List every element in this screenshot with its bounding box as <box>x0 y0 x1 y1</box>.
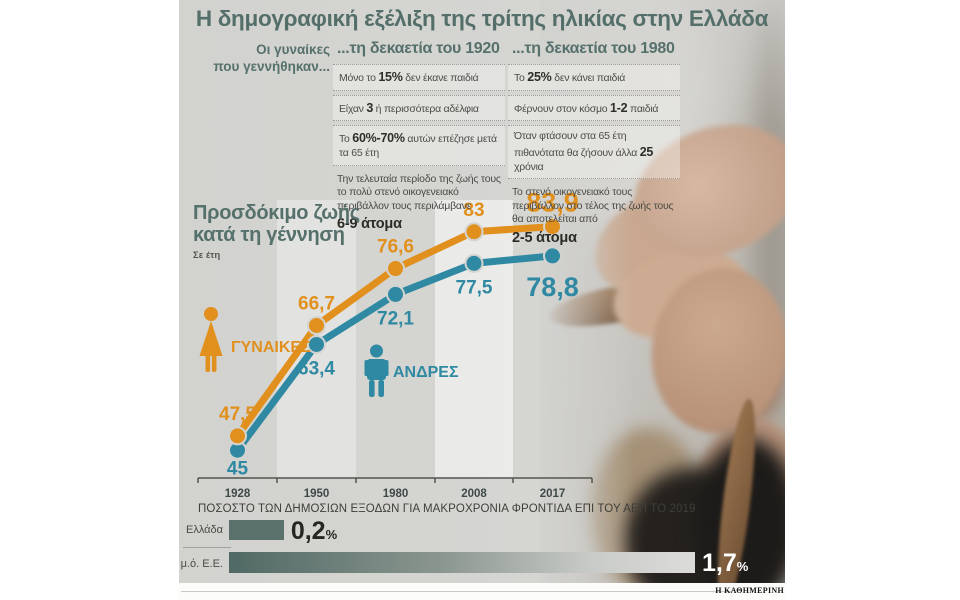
sleeve <box>590 428 705 583</box>
cane-handle-knob <box>658 262 743 317</box>
point-label: 63,4 <box>298 358 335 379</box>
x-axis <box>197 477 593 483</box>
data-point <box>307 315 326 335</box>
hand-shadow <box>688 318 783 433</box>
cane-handle <box>545 272 691 336</box>
point-label: 47,5 <box>219 404 256 425</box>
svg-text:2008: 2008 <box>461 488 487 500</box>
data-point <box>464 253 484 273</box>
data-point <box>228 440 247 460</box>
data-point <box>307 334 326 354</box>
point-label: 45 <box>227 458 249 479</box>
data-point <box>386 259 405 279</box>
newspaper-logo: Η ΚΑΘΗΜΕΡΙΝΗ <box>715 586 784 595</box>
intro-label: Οι γυναίκες που γεννήθηκαν... <box>187 42 330 76</box>
fact-childless-1920: Μόνο το 15% δεν έκανε παιδιά <box>333 64 505 91</box>
intro-line-1: Οι γυναίκες <box>256 42 330 57</box>
data-point <box>228 426 247 446</box>
footer-divider <box>181 591 733 592</box>
highlight-band <box>435 200 513 478</box>
fact-years-after-65-1980: Όταν φτάσουν στα 65 έτη πιθανότατα θα ζή… <box>508 125 680 180</box>
legend-men: ΑΝΔΡΕΣ <box>393 364 459 381</box>
family-circle-note-1980: Το στενό οικογενειακό τους περιβάλλον στ… <box>512 186 674 247</box>
fact-children-1980: Φέρνουν στον κόσμο 1-2 παιδιά <box>508 94 680 122</box>
decade-1920-heading: ...τη δεκαετία του 1920 <box>337 40 500 57</box>
decade-1980-heading: ...τη δεκαετία του 1980 <box>512 40 675 57</box>
line-chart-title: Προσδόκιμο ζωής κατά τη γέννηση Σε έτη <box>193 202 360 261</box>
page-title: Η δημογραφική εξέλιξη της τρίτης ηλικίας… <box>195 6 769 31</box>
svg-text:1928: 1928 <box>225 488 251 500</box>
bar-label-greece: Ελλάδα <box>185 524 223 536</box>
lower-hand <box>641 259 785 442</box>
x-axis-labels: 1928 1950 1980 2008 2017 <box>225 488 566 500</box>
cane-shaft <box>710 397 763 583</box>
family-circle-note-1920: Την τελευταία περίοδο της ζωής τους το π… <box>337 172 501 233</box>
bar-greece <box>229 520 284 540</box>
hand-fingers <box>603 235 756 353</box>
svg-text:1950: 1950 <box>304 488 330 500</box>
photo-edge-shadow <box>752 0 785 420</box>
data-point <box>386 284 405 304</box>
dark-clothing <box>695 438 785 583</box>
man-icon <box>364 344 389 397</box>
fact-childless-1980: Το 25% δεν κάνει παιδιά <box>508 64 680 91</box>
intro-line-2: που γεννήθηκαν... <box>213 58 330 74</box>
svg-text:1980: 1980 <box>383 488 409 500</box>
footer: Η ΚΑΘΗΜΕΡΙΝΗ <box>179 583 785 600</box>
point-label: 66,7 <box>298 293 335 314</box>
infographic-panel: Η δημογραφική εξέλιξη της τρίτης ηλικίας… <box>179 0 785 600</box>
point-label: 76,6 <box>377 237 414 258</box>
legend-women: ΓΥΝΑΙΚΕΣ <box>231 339 311 356</box>
fact-survival-1920: Το 60%-70% αυτών επέζησε μετά τα 65 έτη <box>333 125 505 166</box>
point-label: 72,1 <box>377 308 414 329</box>
bar-label-eu: μ.ό. Ε.Ε. <box>180 558 223 570</box>
bar-value-greece: 0,2% <box>290 517 338 545</box>
dark-clothing <box>625 468 760 583</box>
wrist <box>671 407 785 583</box>
line-chart-unit: Σε έτη <box>193 250 221 261</box>
fact-siblings-1920: Είχαν 3 ή περισσότερα αδέλφια <box>333 94 505 122</box>
decade-1980-column: ...τη δεκαετία του 1980 Το 25% δεν κάνει… <box>508 40 680 248</box>
series-line-men <box>234 252 556 454</box>
woman-icon <box>199 307 223 372</box>
bar-divider <box>183 547 231 548</box>
point-label: 77,5 <box>456 277 493 298</box>
percent-sign: % <box>325 527 338 542</box>
